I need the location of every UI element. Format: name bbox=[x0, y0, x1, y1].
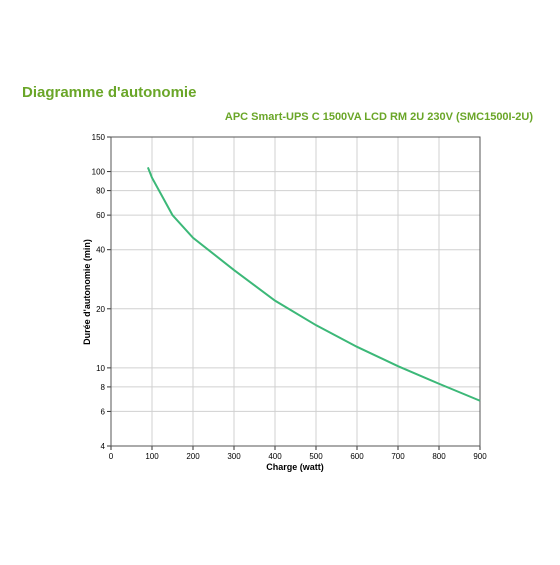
x-tick-label: 100 bbox=[145, 452, 159, 461]
x-tick-label: 500 bbox=[309, 452, 323, 461]
y-tick-label: 60 bbox=[96, 211, 105, 220]
y-tick-label: 6 bbox=[101, 407, 106, 416]
x-tick-label: 200 bbox=[186, 452, 200, 461]
plot-frame bbox=[110, 136, 481, 447]
y-axis-label: Durée d'autonomie (min) bbox=[82, 239, 92, 345]
x-tick-label: 800 bbox=[432, 452, 446, 461]
y-tick-label: 8 bbox=[101, 383, 106, 392]
y-tick-label: 4 bbox=[101, 442, 106, 451]
x-tick-label: 400 bbox=[268, 452, 282, 461]
y-tick-label: 10 bbox=[96, 364, 105, 373]
y-tick-label: 100 bbox=[92, 168, 106, 177]
y-tick-label: 80 bbox=[96, 187, 105, 196]
x-tick-label: 0 bbox=[109, 452, 114, 461]
y-tick-label: 20 bbox=[96, 305, 105, 314]
x-axis-label: Charge (watt) bbox=[266, 462, 324, 472]
y-tick-label: 150 bbox=[92, 133, 106, 142]
x-tick-label: 900 bbox=[473, 452, 487, 461]
x-tick-label: 300 bbox=[227, 452, 241, 461]
line-series bbox=[146, 167, 481, 402]
y-tick-label: 40 bbox=[96, 246, 105, 255]
x-tick-label: 600 bbox=[350, 452, 364, 461]
chart-title: Diagramme d'autonomie bbox=[22, 84, 196, 101]
x-tick-label: 700 bbox=[391, 452, 405, 461]
chart-subtitle: APC Smart-UPS C 1500VA LCD RM 2U 230V (S… bbox=[225, 111, 533, 123]
